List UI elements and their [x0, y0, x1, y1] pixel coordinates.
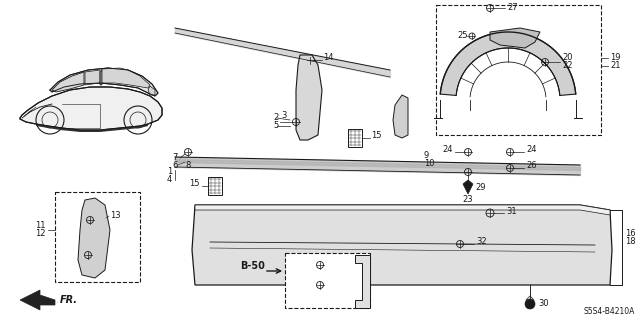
- FancyBboxPatch shape: [436, 5, 601, 135]
- FancyBboxPatch shape: [208, 177, 222, 195]
- Text: 14: 14: [323, 54, 333, 63]
- Text: 24: 24: [526, 145, 536, 154]
- Text: 23: 23: [463, 196, 474, 204]
- Text: 8: 8: [186, 160, 191, 169]
- FancyBboxPatch shape: [55, 192, 140, 282]
- Text: 7: 7: [172, 153, 178, 162]
- Text: 6: 6: [172, 160, 178, 169]
- Text: 5: 5: [273, 122, 278, 130]
- Text: 32: 32: [476, 238, 486, 247]
- Text: 15: 15: [189, 180, 200, 189]
- Polygon shape: [195, 205, 610, 215]
- Text: 25: 25: [458, 32, 468, 41]
- Polygon shape: [20, 87, 162, 130]
- Text: 9: 9: [424, 151, 429, 160]
- Text: 29: 29: [475, 183, 486, 192]
- Polygon shape: [440, 32, 576, 95]
- Text: 1: 1: [167, 167, 172, 176]
- Text: 18: 18: [625, 238, 636, 247]
- Text: 24: 24: [442, 145, 453, 154]
- Polygon shape: [355, 255, 370, 308]
- Polygon shape: [296, 55, 322, 140]
- Polygon shape: [192, 205, 612, 285]
- Text: S5S4-B4210A: S5S4-B4210A: [584, 308, 635, 316]
- Text: 22: 22: [562, 62, 573, 70]
- Text: 11: 11: [35, 220, 46, 229]
- Polygon shape: [148, 86, 155, 95]
- Text: 20: 20: [562, 54, 573, 63]
- Text: 3: 3: [282, 112, 287, 121]
- Polygon shape: [78, 198, 110, 278]
- Polygon shape: [50, 68, 158, 96]
- Polygon shape: [463, 180, 473, 194]
- Text: 26: 26: [526, 161, 536, 170]
- Text: 2: 2: [273, 114, 278, 122]
- Polygon shape: [20, 290, 55, 310]
- FancyBboxPatch shape: [285, 253, 370, 308]
- Polygon shape: [490, 28, 540, 48]
- Polygon shape: [85, 70, 100, 85]
- Text: 27: 27: [507, 3, 518, 11]
- Text: FR.: FR.: [60, 295, 78, 305]
- Polygon shape: [36, 124, 148, 132]
- Polygon shape: [100, 70, 102, 85]
- Text: 15: 15: [371, 131, 381, 140]
- Polygon shape: [393, 95, 408, 138]
- Text: B-50: B-50: [240, 261, 265, 271]
- Text: 13: 13: [110, 211, 120, 219]
- Text: 30: 30: [538, 300, 548, 308]
- Text: 10: 10: [424, 159, 435, 167]
- Text: 16: 16: [625, 229, 636, 239]
- Text: 4: 4: [167, 175, 172, 184]
- Polygon shape: [52, 72, 84, 92]
- FancyBboxPatch shape: [348, 129, 362, 147]
- Circle shape: [525, 299, 535, 309]
- Text: 31: 31: [506, 206, 516, 216]
- Text: 12: 12: [35, 228, 46, 238]
- Text: 21: 21: [610, 62, 621, 70]
- Polygon shape: [100, 68, 150, 88]
- Text: 19: 19: [610, 54, 621, 63]
